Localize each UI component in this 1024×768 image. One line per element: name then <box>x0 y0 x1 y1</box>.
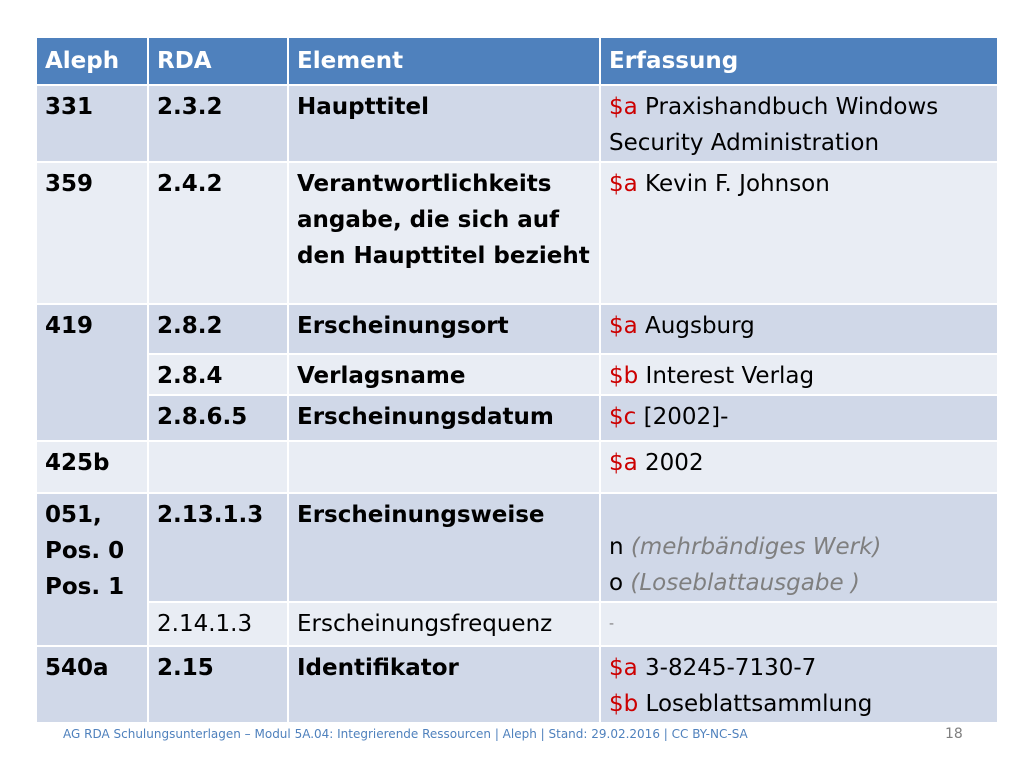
rda-value: 2.3.2 <box>157 94 223 120</box>
erfassung-cell: $b Interest Verlag <box>599 353 999 396</box>
slide-footer: AG RDA Schulungsunterlagen – Modul 5A.04… <box>63 727 748 741</box>
empty-value: - <box>609 616 615 632</box>
table-row: 051, Pos. 0 Pos. 1 2.13.1.3 Erscheinungs… <box>35 492 999 647</box>
subfield-value: 3-8245-7130-7 <box>637 655 817 681</box>
subfield-code: $c <box>609 404 637 430</box>
aleph-value: 051, <box>45 502 102 528</box>
subfield-code: $b <box>609 691 639 717</box>
subfield-code: $a <box>609 94 638 120</box>
rda-value: 2.8.6.5 <box>157 404 248 430</box>
table-row: 2.14.1.3 Erscheinungsfrequenz - <box>36 601 999 647</box>
table-header-row: Aleph RDA Element Erfassung <box>35 36 999 86</box>
erfassung-cell: $a 3-8245-7130-7 $b Loseblattsammlung <box>599 645 999 724</box>
table-row: 331 2.3.2 Haupttitel $a Praxishandbuch W… <box>35 84 999 163</box>
element-value: Erscheinungsfrequenz <box>297 611 553 637</box>
aleph-cell: 331 <box>35 84 149 163</box>
element-cell: Erscheinungsweise <box>287 492 601 603</box>
header-element: Element <box>287 36 601 86</box>
aleph-cell: 051, Pos. 0 Pos. 1 <box>35 492 149 647</box>
element-cell <box>287 440 601 494</box>
rda-cell: 2.8.2 <box>147 303 289 355</box>
rda-value <box>157 443 279 445</box>
element-value: Erscheinungsort <box>297 313 509 339</box>
erfassung-cell: - <box>599 601 999 647</box>
code-value: n <box>609 534 631 560</box>
aleph-value: Pos. 1 <box>45 574 125 600</box>
element-cell: Verlagsname <box>287 353 601 396</box>
erfassung-cell: $a 2002 <box>599 440 999 494</box>
erfassung-cell: $a Augsburg <box>599 303 999 355</box>
rda-value: 2.4.2 <box>157 171 223 197</box>
rda-cell: 2.8.6.5 <box>147 394 289 442</box>
aleph-cell: 540a <box>35 645 149 724</box>
element-cell: Verantwortlichkeits angabe, die sich auf… <box>287 161 601 305</box>
table-row: 359 2.4.2 Verantwortlichkeits angabe, di… <box>35 161 999 305</box>
table-row: 2.8.6.5 Erscheinungsdatum $c [2002]- <box>36 394 999 442</box>
subfield-value: Augsburg <box>637 313 755 339</box>
rda-cell: 2.8.4 <box>147 353 289 396</box>
subfield-code: $a <box>609 450 638 476</box>
aleph-cell: 419 <box>35 303 149 442</box>
aleph-value: 359 <box>45 171 94 197</box>
aleph-value: Pos. 0 <box>45 538 125 564</box>
subfield-code: $a <box>609 655 638 681</box>
aleph-cell: 359 <box>35 161 149 305</box>
element-value: Erscheinungsweise <box>297 502 545 528</box>
element-value: Verantwortlichkeits angabe, die sich auf… <box>297 171 590 269</box>
aleph-value: 331 <box>45 94 94 120</box>
aleph-value: 425b <box>45 450 110 476</box>
rda-cell: 2.14.1.3 <box>147 601 289 647</box>
element-value <box>297 443 591 445</box>
rda-value: 2.14.1.3 <box>157 611 253 637</box>
rda-cell: 2.15 <box>147 645 289 724</box>
erfassung-cell: $a Kevin F. Johnson <box>599 161 999 305</box>
rda-cell: 2.3.2 <box>147 84 289 163</box>
rda-cell: 2.13.1.3 <box>147 492 289 603</box>
element-value: Erscheinungsdatum <box>297 404 554 430</box>
element-cell: Identifikator <box>287 645 601 724</box>
erfassung-cell: n (mehrbändiges Werk) o (Loseblattausgab… <box>599 492 999 603</box>
code-note: (Loseblattausgabe ) <box>630 570 860 596</box>
subfield-value: Kevin F. Johnson <box>637 171 830 197</box>
element-cell: Erscheinungsdatum <box>287 394 601 442</box>
aleph-cell: 425b <box>35 440 149 494</box>
rda-cell <box>147 440 289 494</box>
subfield-value: [2002]- <box>636 404 729 430</box>
subfield-code: $b <box>609 363 639 389</box>
code-note: (mehrbändiges Werk) <box>630 534 882 560</box>
element-value: Haupttitel <box>297 94 429 120</box>
rda-cell: 2.4.2 <box>147 161 289 305</box>
subfield-value: Loseblattsammlung <box>638 691 873 717</box>
subfield-value: Interest Verlag <box>638 363 815 389</box>
table-row: 540a 2.15 Identifikator $a 3-8245-7130-7… <box>35 645 999 724</box>
rda-value: 2.15 <box>157 655 214 681</box>
element-value: Identifikator <box>297 655 459 681</box>
rda-value: 2.13.1.3 <box>157 502 264 528</box>
page-number: 18 <box>945 726 963 742</box>
element-value: Verlagsname <box>297 363 466 389</box>
erfassung-cell: $c [2002]- <box>599 394 999 442</box>
subfield-value: 2002 <box>637 450 704 476</box>
table-row: 425b $a 2002 <box>35 440 999 494</box>
subfield-code: $a <box>609 171 638 197</box>
table-row: 419 2.8.2 Erscheinungsort $a Augsburg <box>35 303 999 442</box>
subfield-code: $a <box>609 313 638 339</box>
element-cell: Erscheinungsort <box>287 303 601 355</box>
element-cell: Erscheinungsfrequenz <box>287 601 601 647</box>
aleph-value: 419 <box>45 313 94 339</box>
rda-mapping-table: Aleph RDA Element Erfassung 331 2.3.2 Ha… <box>35 36 999 724</box>
header-aleph: Aleph <box>35 36 149 86</box>
element-cell: Haupttitel <box>287 84 601 163</box>
aleph-value: 540a <box>45 655 109 681</box>
rda-value: 2.8.4 <box>157 363 223 389</box>
code-value: o <box>609 570 631 596</box>
header-rda: RDA <box>147 36 289 86</box>
header-erfassung: Erfassung <box>599 36 999 86</box>
table-row: 2.8.4 Verlagsname $b Interest Verlag <box>36 353 999 396</box>
erfassung-cell: $a Praxishandbuch Windows Security Admin… <box>599 84 999 163</box>
rda-value: 2.8.2 <box>157 313 223 339</box>
subfield-value: Praxishandbuch Windows Security Administ… <box>609 94 939 156</box>
